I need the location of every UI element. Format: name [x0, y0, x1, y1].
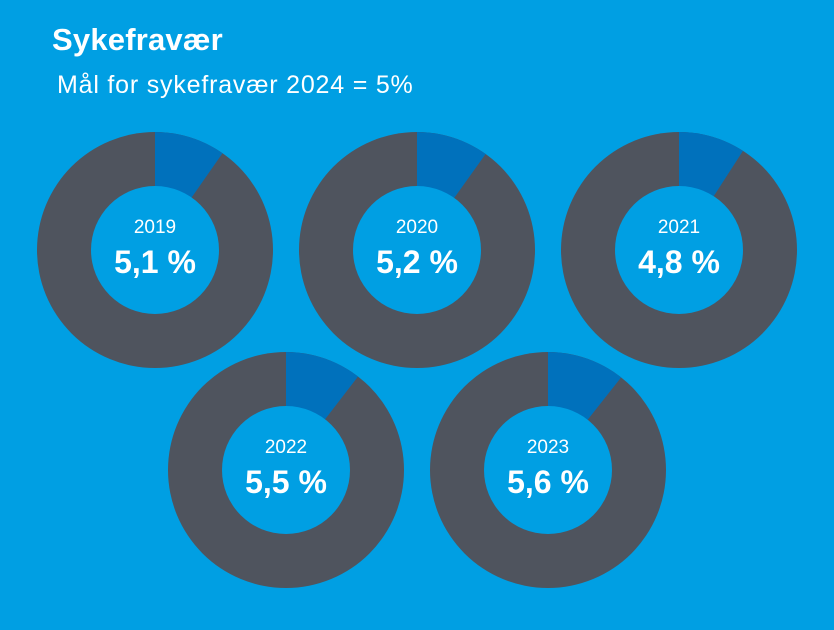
donut-hole-2023	[484, 406, 612, 534]
value-label-2022: 5,5 %	[245, 464, 327, 500]
donut-2023: 2023 5,6 %	[430, 352, 666, 588]
value-label-2021: 4,8 %	[638, 244, 720, 280]
value-label-2023: 5,6 %	[507, 464, 589, 500]
donut-hole-2019	[91, 186, 219, 314]
donut-2022: 2022 5,5 %	[168, 352, 404, 588]
year-label-2023: 2023	[527, 437, 569, 458]
year-label-2020: 2020	[396, 217, 438, 238]
year-label-2019: 2019	[134, 217, 176, 238]
page-title: Sykefravær	[52, 22, 223, 57]
donut-2019: 2019 5,1 %	[37, 132, 273, 368]
donut-2021: 2021 4,8 %	[561, 132, 797, 368]
donut-2020: 2020 5,2 %	[299, 132, 535, 368]
year-label-2021: 2021	[658, 217, 700, 238]
page-subtitle: Mål for sykefravær 2024 = 5%	[57, 71, 414, 99]
donut-hole-2021	[615, 186, 743, 314]
donut-hole-2020	[353, 186, 481, 314]
value-label-2020: 5,2 %	[376, 244, 458, 280]
year-label-2022: 2022	[265, 437, 307, 458]
donut-hole-2022	[222, 406, 350, 534]
value-label-2019: 5,1 %	[114, 244, 196, 280]
